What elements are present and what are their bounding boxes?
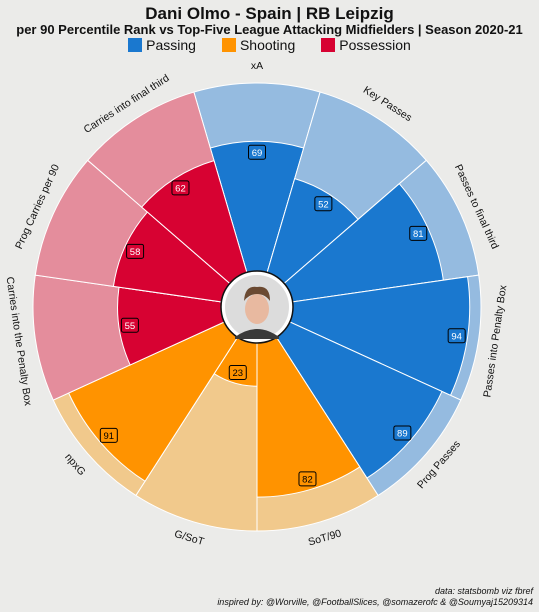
avatar-face	[245, 294, 269, 324]
legend-label-passing: Passing	[146, 37, 196, 53]
legend-item-shooting: Shooting	[221, 37, 296, 53]
category-label: npxG	[62, 451, 88, 478]
legend-swatch-passing	[128, 38, 143, 52]
value-label: 94	[451, 331, 462, 342]
chart-title: Dani Olmo - Spain | RB Leipzig	[145, 4, 394, 23]
value-badge-xa: 69	[248, 144, 266, 160]
value-label: 62	[175, 184, 186, 195]
value-badge-key-passes: 52	[314, 196, 333, 212]
player-avatar	[225, 275, 289, 339]
category-label: xA	[251, 60, 263, 72]
value-badge-box	[248, 144, 266, 160]
value-badge-carries-into-final-third: 62	[171, 180, 190, 196]
category-label: Passes into Penalty Box	[481, 284, 509, 399]
value-label: 91	[104, 431, 115, 442]
value-label: 58	[130, 247, 141, 258]
value-badge-prog-passes: 89	[393, 425, 412, 441]
value-badge-npxg: 91	[99, 427, 118, 443]
value-badge-box	[99, 427, 118, 443]
avatar-shoulders	[235, 329, 279, 339]
value-label: 69	[252, 148, 263, 159]
value-badge-box	[409, 225, 428, 241]
value-label: 23	[232, 368, 243, 379]
value-label: 82	[302, 475, 313, 486]
legend-item-passing: Passing	[128, 37, 196, 53]
value-badge-box	[120, 317, 139, 333]
chart-subtitle: per 90 Percentile Rank vs Top-Five Leagu…	[16, 22, 523, 37]
value-badge-sot-90: 82	[298, 471, 317, 487]
value-label: 52	[318, 199, 329, 210]
value-badge-passes-to-final-third: 81	[409, 225, 428, 241]
value-badge-carries-into-the-penalty-box: 55	[120, 317, 139, 333]
value-label: 81	[413, 229, 424, 240]
legend-item-possession: Possession	[321, 37, 411, 53]
value-badge-box	[314, 196, 333, 212]
legend-swatch-shooting	[221, 38, 236, 52]
value-badge-box	[393, 425, 412, 441]
value-badge-passes-into-penalty-box: 94	[447, 328, 466, 344]
avatar-hair	[244, 286, 270, 301]
value-badge-box	[228, 364, 247, 380]
category-label: SoT/90	[307, 527, 343, 548]
value-badge-box	[447, 328, 466, 344]
value-badge-box	[171, 180, 190, 196]
value-badge-g-sot: 23	[228, 364, 247, 380]
value-badge-box	[298, 471, 317, 487]
value-badge-box	[126, 243, 145, 259]
category-label: G/SoT	[173, 528, 206, 548]
footer-credits: inspired by: @Worville, @FootballSlices,…	[217, 597, 533, 607]
value-label: 89	[397, 429, 408, 440]
legend-swatch-possession	[321, 38, 336, 52]
legend: Passing Shooting Possession	[0, 37, 539, 53]
value-badge-prog-carries-per-90: 58	[126, 243, 145, 259]
footer-data-source: data: statsbomb viz fbref	[434, 586, 533, 596]
legend-label-possession: Possession	[339, 37, 411, 53]
legend-label-shooting: Shooting	[239, 37, 296, 53]
value-label: 55	[125, 321, 136, 332]
category-label: Carries into the Penalty Box	[3, 276, 34, 407]
